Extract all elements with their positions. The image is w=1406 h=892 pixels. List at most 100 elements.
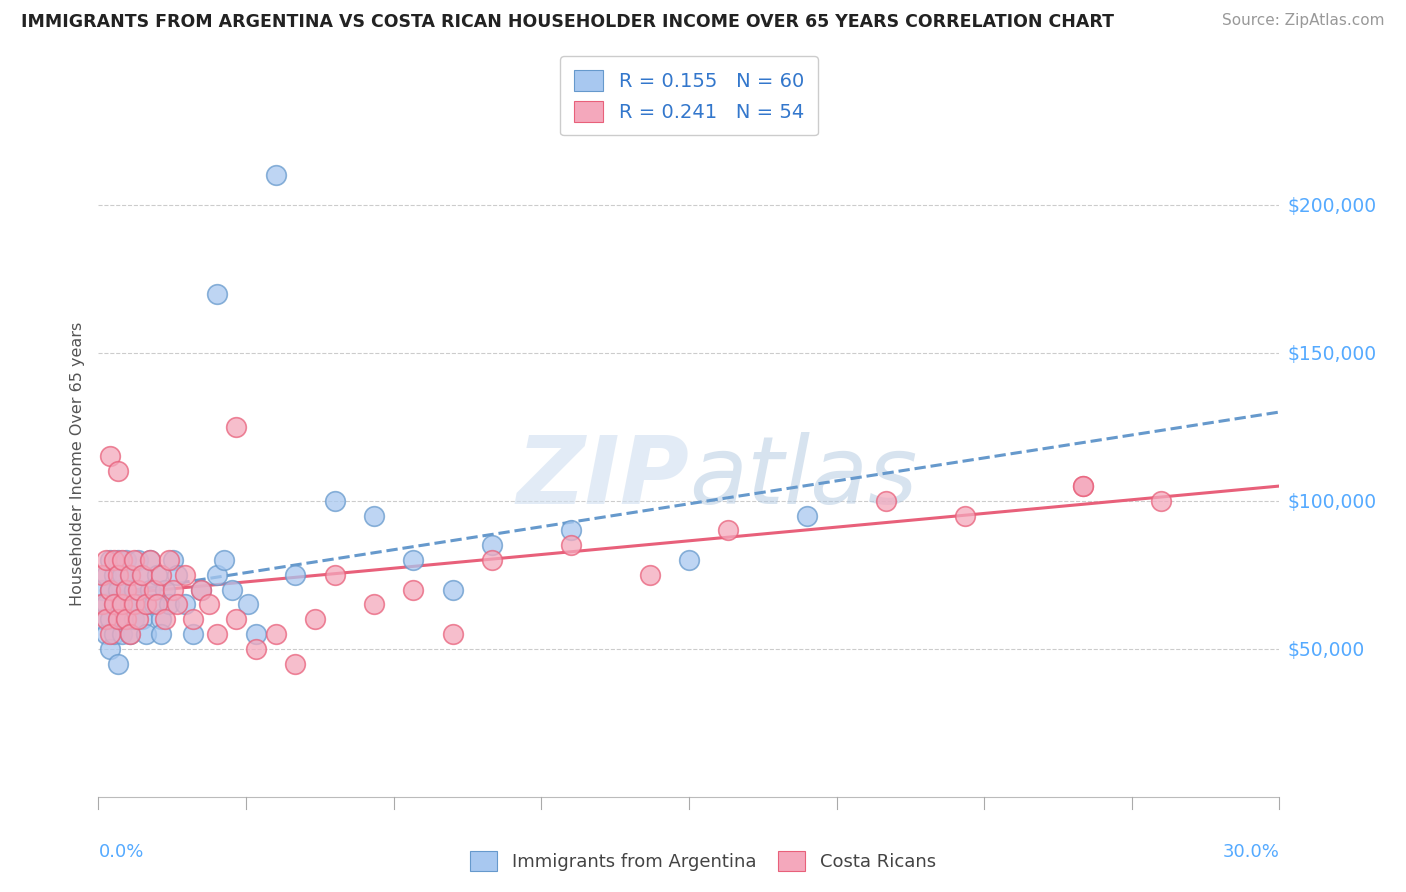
Point (138, 582, 160, 597)
Point (131, 567, 153, 582)
Point (131, 567, 153, 582)
Point (150, 627, 173, 641)
Point (135, 627, 157, 641)
Legend: Immigrants from Argentina, Costa Ricans: Immigrants from Argentina, Costa Ricans (463, 844, 943, 879)
Text: atlas: atlas (689, 433, 917, 524)
Point (221, 582, 243, 597)
Point (181, 612, 204, 626)
Point (138, 553, 160, 567)
Point (127, 598, 149, 612)
Legend: R = 0.155   N = 60, R = 0.241   N = 54: R = 0.155 N = 60, R = 0.241 N = 54 (561, 56, 817, 136)
Text: IMMIGRANTS FROM ARGENTINA VS COSTA RICAN HOUSEHOLDER INCOME OVER 65 YEARS CORREL: IMMIGRANTS FROM ARGENTINA VS COSTA RICAN… (21, 13, 1114, 31)
Point (107, 657, 129, 671)
Point (157, 553, 180, 567)
Point (115, 582, 138, 597)
Point (98, 582, 121, 597)
Point (91, 582, 114, 597)
Point (205, 286, 228, 301)
Point (875, 493, 897, 508)
Point (138, 553, 160, 567)
Point (1150, 493, 1173, 508)
Point (197, 598, 219, 612)
Point (103, 598, 125, 612)
Point (363, 598, 385, 612)
Point (115, 582, 138, 597)
Point (146, 567, 169, 582)
Point (118, 567, 141, 582)
Point (1071, 479, 1094, 493)
Point (135, 598, 157, 612)
Point (98, 582, 121, 597)
Point (131, 612, 153, 626)
Point (150, 612, 173, 626)
Point (142, 582, 165, 597)
Point (1071, 479, 1094, 493)
Point (678, 553, 700, 567)
Text: ZIP: ZIP (516, 432, 689, 524)
Point (107, 582, 129, 597)
Point (115, 553, 138, 567)
Point (323, 493, 346, 508)
Point (98, 641, 121, 656)
Point (155, 612, 177, 626)
Point (162, 553, 184, 567)
Point (115, 612, 138, 626)
Point (142, 598, 165, 612)
Point (103, 627, 125, 641)
Point (174, 598, 197, 612)
Point (103, 598, 125, 612)
Point (111, 553, 134, 567)
Point (481, 553, 503, 567)
Y-axis label: Householder Income Over 65 years: Householder Income Over 65 years (69, 322, 84, 606)
Point (118, 598, 141, 612)
Point (162, 582, 184, 597)
Point (264, 168, 287, 182)
Point (127, 553, 149, 567)
Point (96, 612, 118, 626)
Point (304, 612, 326, 626)
Point (98, 450, 121, 464)
Point (96, 553, 118, 567)
Point (98, 627, 121, 641)
Point (127, 582, 149, 597)
Text: Source: ZipAtlas.com: Source: ZipAtlas.com (1222, 13, 1385, 29)
Point (402, 553, 425, 567)
Point (441, 627, 464, 641)
Point (481, 538, 503, 552)
Point (111, 627, 134, 641)
Point (150, 567, 173, 582)
Point (441, 582, 464, 597)
Point (166, 598, 188, 612)
Point (205, 567, 228, 582)
Point (91, 612, 114, 626)
Point (107, 612, 129, 626)
Point (638, 567, 661, 582)
Point (122, 553, 145, 567)
Point (122, 582, 145, 597)
Point (245, 627, 267, 641)
Point (107, 553, 129, 567)
Point (118, 627, 141, 641)
Point (107, 567, 129, 582)
Point (127, 612, 149, 626)
Point (190, 582, 212, 597)
Point (225, 420, 247, 434)
Point (245, 641, 267, 656)
Point (118, 567, 141, 582)
Point (107, 464, 129, 478)
Point (214, 553, 236, 567)
Point (111, 598, 134, 612)
Point (98, 553, 121, 567)
Point (560, 524, 582, 538)
Point (135, 598, 157, 612)
Point (225, 612, 247, 626)
Point (111, 598, 134, 612)
Point (284, 567, 307, 582)
Text: 30.0%: 30.0% (1223, 843, 1279, 861)
Point (402, 582, 425, 597)
Point (190, 582, 212, 597)
Text: 0.0%: 0.0% (98, 843, 143, 861)
Point (115, 612, 138, 626)
Point (166, 567, 188, 582)
Point (560, 538, 582, 552)
